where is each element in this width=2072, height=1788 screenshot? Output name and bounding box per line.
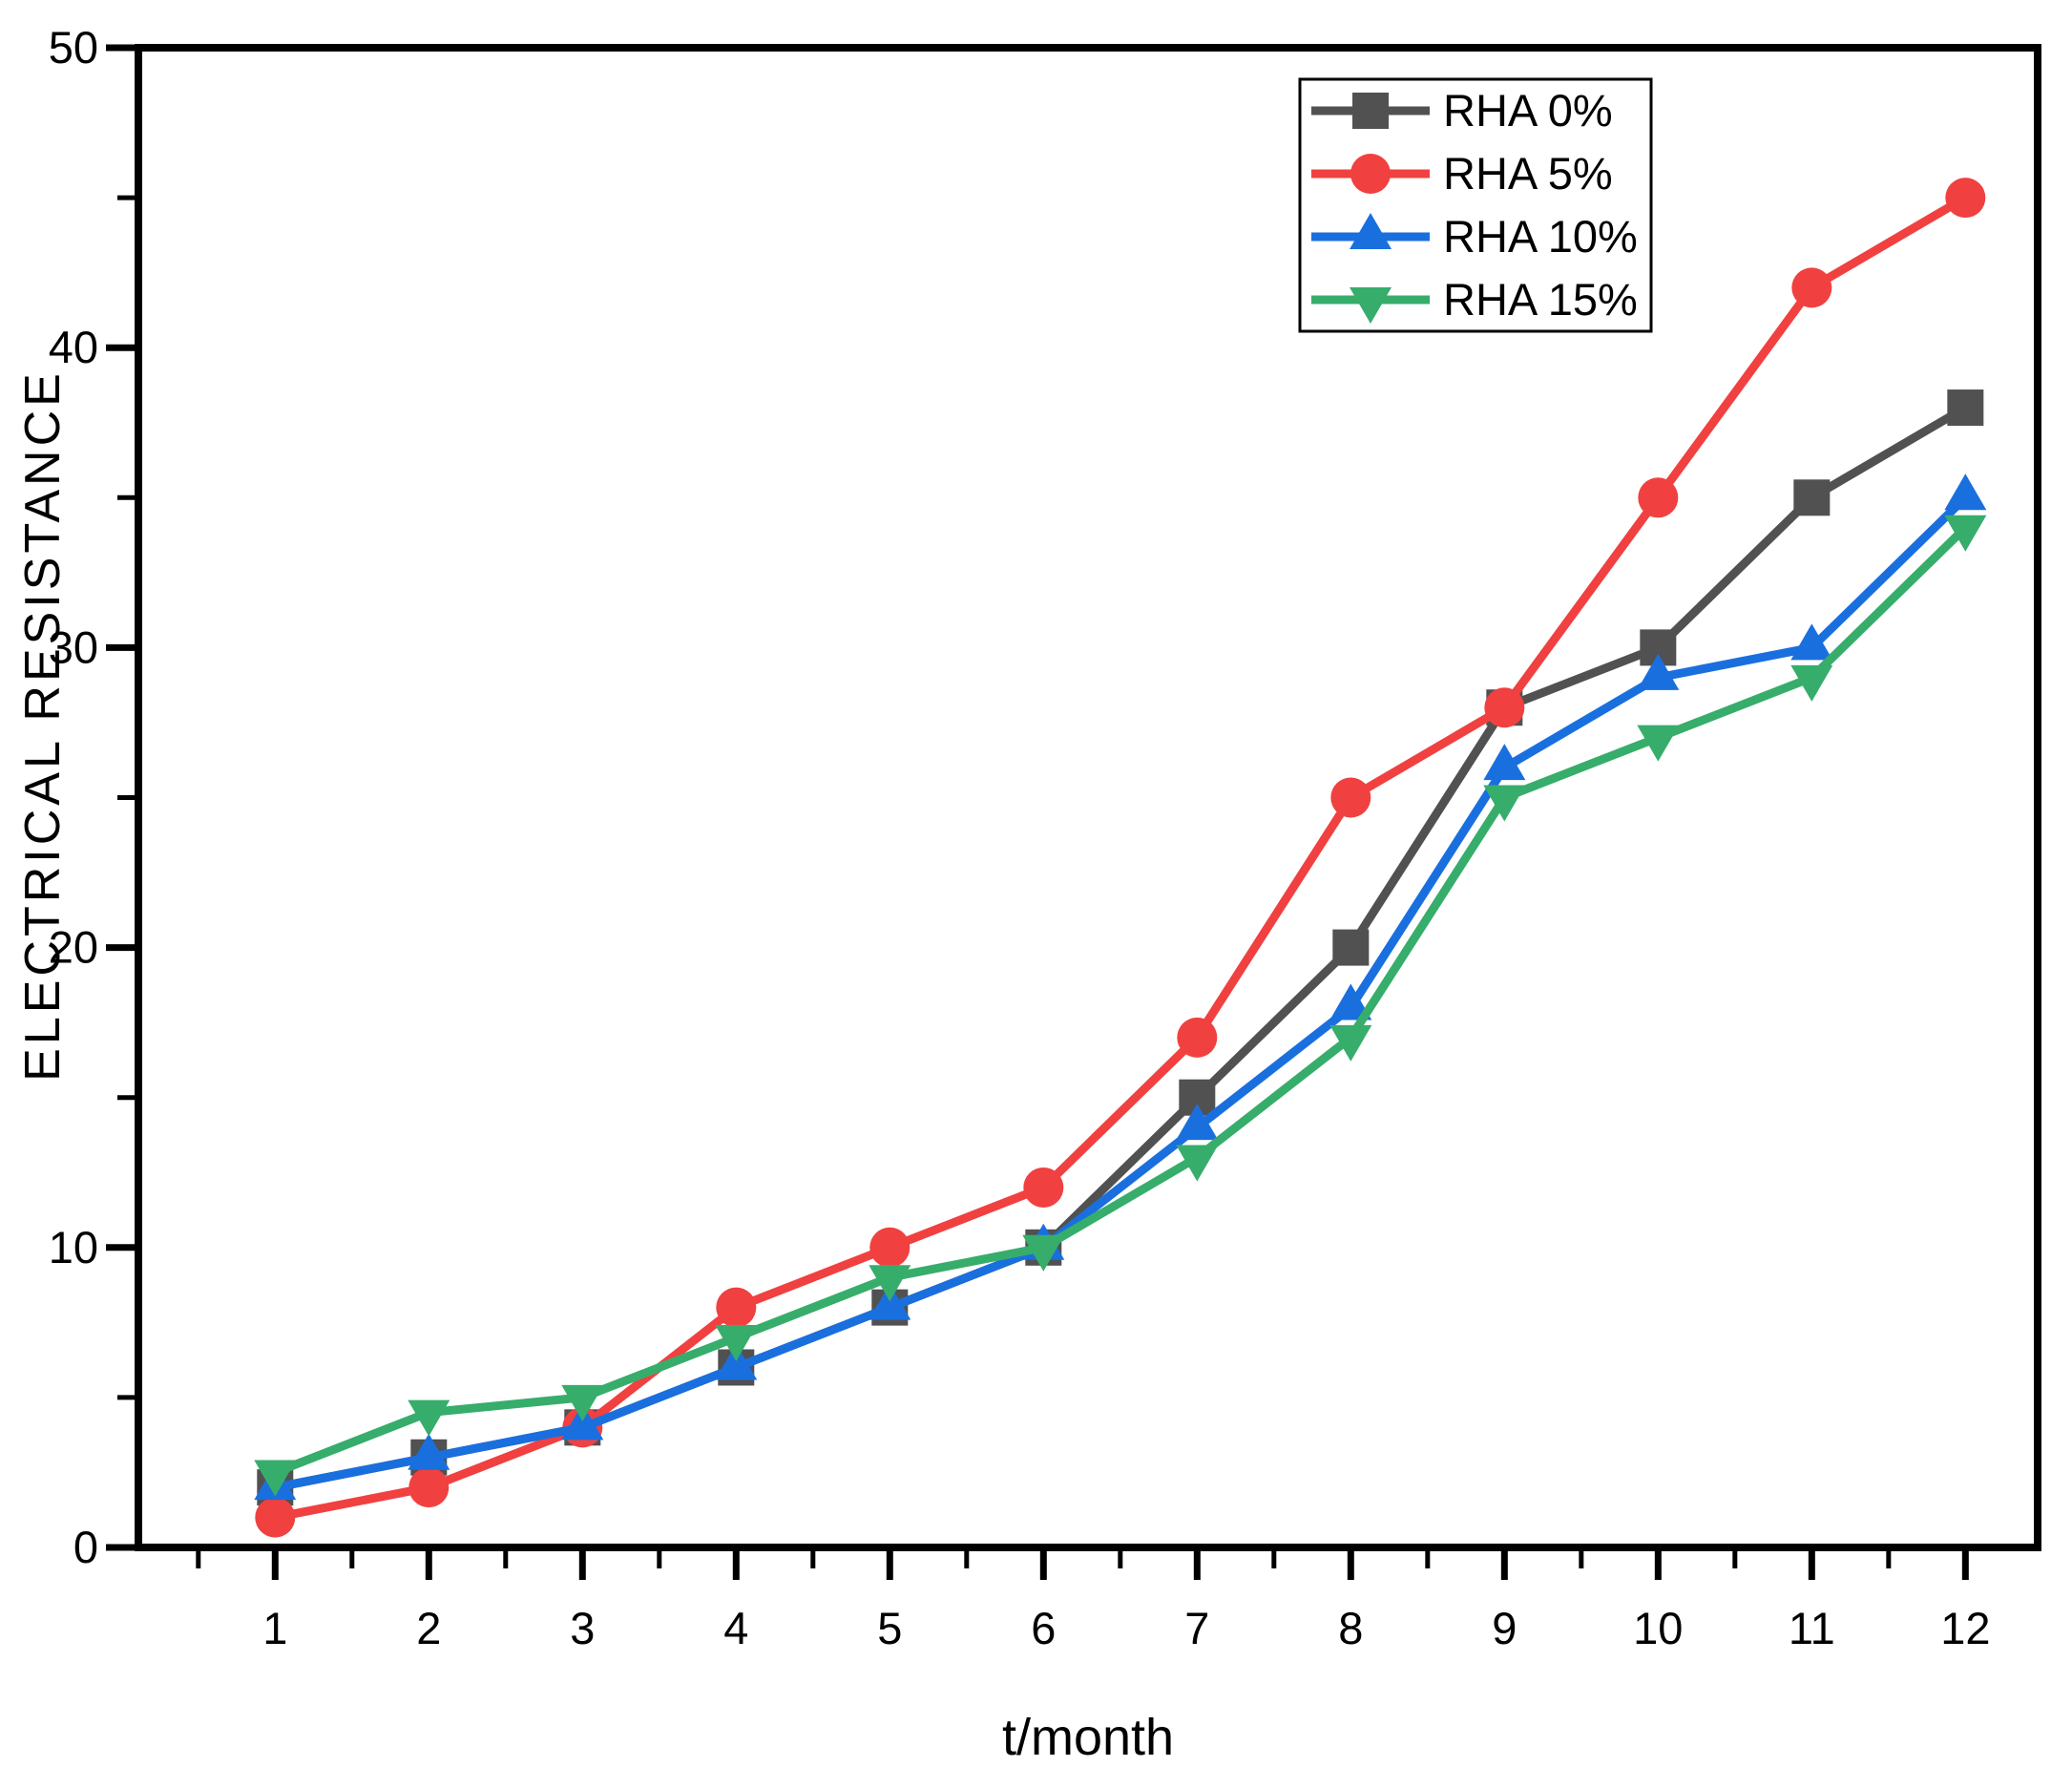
data-point-triangle-down-marker [1022,1234,1065,1272]
legend-triangle-up-marker [1350,213,1392,249]
plot-frame [135,44,2041,1551]
series-line [270,403,1970,1492]
data-point-square-marker [1332,929,1370,966]
data-point-circle-marker [1638,477,1679,518]
data-point-triangle-up-marker [1790,623,1833,661]
data-point-triangle-up-marker [715,1343,758,1380]
series-rha-15- [254,515,1987,1497]
x-tick-label: 3 [570,1603,595,1653]
x-tick-label: 6 [1031,1603,1056,1653]
y-tick-label: 0 [73,1522,98,1572]
x-tick-label: 10 [1633,1603,1683,1653]
data-point-triangle-up-marker [561,1403,604,1441]
data-point-circle-marker [255,1497,296,1538]
y-tick-label: 20 [49,922,98,973]
data-point-triangle-down-marker [1329,1024,1372,1062]
data-point-triangle-up-marker [1944,473,1987,511]
series-line [270,523,1970,1477]
data-point-circle-marker [1330,777,1371,818]
y-tick-label: 40 [49,322,98,372]
data-point-circle-marker [1484,687,1525,728]
x-tick-label: 11 [1789,1603,1835,1653]
data-point-triangle-down-marker [561,1384,604,1421]
legend-item: RHA 0% [1311,85,1613,136]
x-axis-title: t/month [1002,1709,1174,1766]
series-line [270,193,1970,1523]
data-point-triangle-up-marker [1329,983,1372,1020]
legend-item: RHA 15% [1311,274,1638,325]
x-tick-label: 8 [1338,1603,1363,1653]
data-point-triangle-down-marker [1483,785,1526,822]
legend: RHA 0% RHA 5% RHA 10% RHA 15% [1298,77,1653,333]
data-point-triangle-down-marker [254,1460,297,1497]
data-point-circle-marker [1945,178,1986,219]
legend-label: RHA 15% [1443,274,1638,325]
x-tick-label: 9 [1492,1603,1517,1653]
data-point-triangle-up-marker [1483,744,1526,781]
data-point-triangle-down-marker [715,1325,758,1362]
legend-triangle-down-marker [1350,287,1392,324]
data-point-triangle-up-marker [869,1283,911,1320]
legend-item: RHA 5% [1311,148,1613,199]
x-tick-label: 5 [877,1603,902,1653]
series-line [270,493,1970,1492]
data-point-square-marker [1793,479,1831,516]
x-tick-label: 12 [1940,1603,1990,1653]
data-point-triangle-down-marker [1944,515,1987,552]
data-point-circle-marker [869,1227,910,1268]
legend-label: RHA 10% [1443,211,1638,262]
x-tick-label: 1 [262,1603,287,1653]
y-tick-label: 50 [49,22,98,73]
legend-item: RHA 10% [1311,211,1638,262]
data-point-triangle-down-marker [1637,725,1680,762]
y-tick-label: 10 [49,1222,98,1273]
data-point-square-marker [1947,389,1984,427]
data-point-circle-marker [1023,1167,1064,1208]
data-point-triangle-up-marker [1637,653,1680,690]
data-point-circle-marker [716,1287,757,1328]
data-point-triangle-down-marker [869,1265,911,1302]
data-point-triangle-up-marker [408,1433,450,1470]
x-tick-label: 2 [416,1603,441,1653]
series-rha-5- [255,178,1986,1538]
data-point-triangle-down-marker [408,1399,450,1437]
x-tick-label: 4 [723,1603,748,1653]
data-point-triangle-up-marker [1176,1104,1219,1141]
legend-label: RHA 5% [1443,148,1613,199]
y-axis-title: ELECTRICAL RESISTANCE [15,369,71,1082]
series-rha-10- [254,473,1987,1501]
data-point-circle-marker [408,1467,450,1508]
y-tick-label: 30 [49,621,98,672]
data-point-circle-marker [1177,1017,1218,1058]
x-tick-label: 7 [1184,1603,1209,1653]
legend-circle-marker [1350,154,1391,194]
data-point-circle-marker [1791,267,1832,308]
legend-label: RHA 0% [1443,85,1613,136]
series-rha-0- [257,389,1984,1506]
data-point-triangle-down-marker [1176,1145,1219,1182]
legend-square-marker [1352,93,1389,129]
data-point-triangle-down-marker [1790,664,1833,702]
